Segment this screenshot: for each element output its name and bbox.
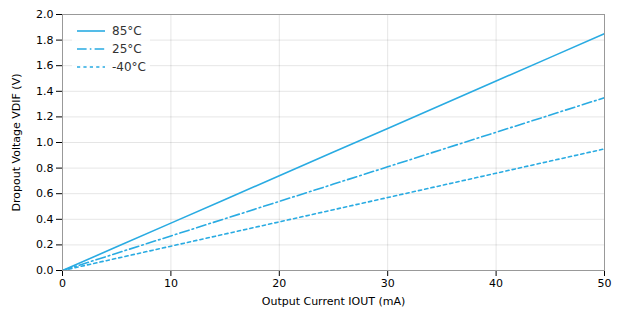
svg-text:0.2: 0.2 xyxy=(36,238,54,251)
svg-text:0.4: 0.4 xyxy=(36,213,54,226)
svg-text:40: 40 xyxy=(489,277,503,290)
svg-text:50: 50 xyxy=(598,277,612,290)
svg-text:1.4: 1.4 xyxy=(36,85,54,98)
svg-text:1.2: 1.2 xyxy=(36,110,54,123)
svg-text:1.6: 1.6 xyxy=(36,59,54,72)
svg-text:1.0: 1.0 xyxy=(36,136,54,149)
svg-text:0.6: 0.6 xyxy=(36,187,54,200)
svg-text:0.0: 0.0 xyxy=(36,264,54,277)
svg-text:2.0: 2.0 xyxy=(36,8,54,21)
svg-text:Output Current IOUT (mA): Output Current IOUT (mA) xyxy=(262,295,406,308)
svg-text:30: 30 xyxy=(381,277,395,290)
svg-text:0.8: 0.8 xyxy=(36,162,54,175)
svg-text:20: 20 xyxy=(272,277,286,290)
svg-text:1.8: 1.8 xyxy=(36,34,54,47)
html-text:-40°C: -40°C xyxy=(112,60,146,74)
svg-text:10: 10 xyxy=(164,277,178,290)
svg-text:Dropout Voltage VDIF (V): Dropout Voltage VDIF (V) xyxy=(10,74,23,212)
html-text:85°C: 85°C xyxy=(112,24,142,38)
html-text:25°C: 25°C xyxy=(112,42,142,56)
svg-text:0: 0 xyxy=(59,277,66,290)
